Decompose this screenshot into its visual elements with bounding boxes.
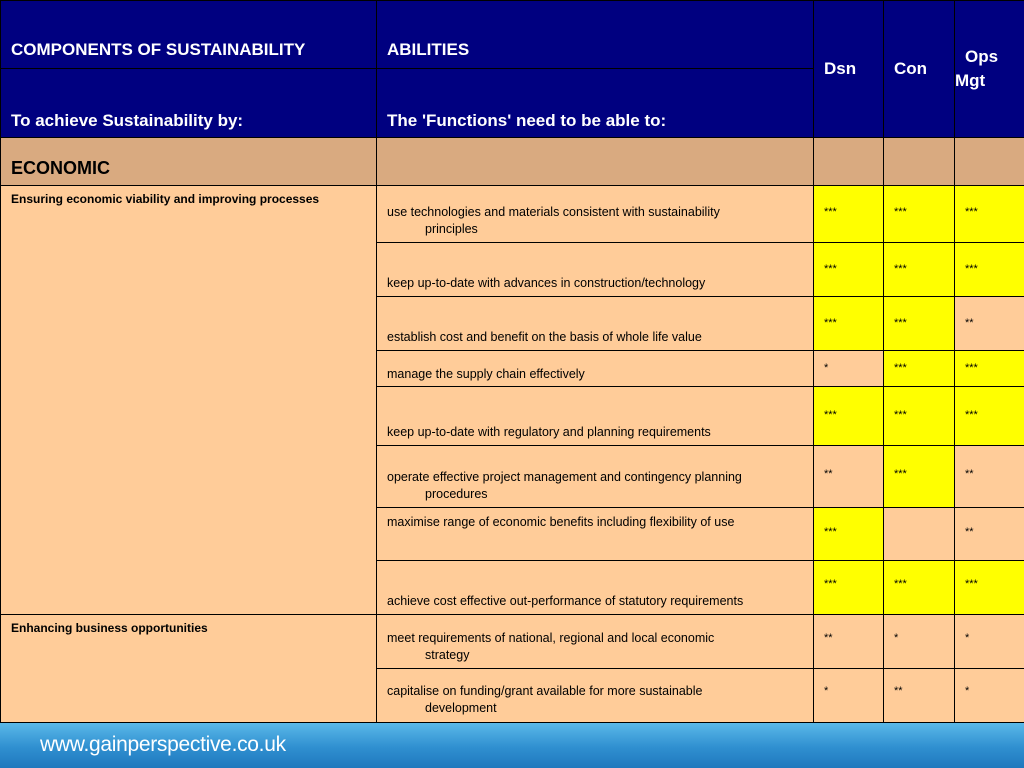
ability-text: manage the supply chain effectively xyxy=(387,367,585,381)
ability-cell: meet requirements of national, regional … xyxy=(376,614,814,669)
ability-text: establish cost and benefit on the basis … xyxy=(387,330,702,344)
header-con-label: Con xyxy=(894,59,928,78)
ability-cell: manage the supply chain effectively xyxy=(376,350,814,387)
header-abilities-label: ABILITIES xyxy=(387,40,470,59)
header-components-label: COMPONENTS OF SUSTAINABILITY xyxy=(11,40,306,59)
rating-ops: * xyxy=(954,614,1024,669)
ability-text: use technologies and materials consisten… xyxy=(387,205,720,219)
rating-con xyxy=(883,507,955,561)
rating-dsn: ** xyxy=(813,445,884,508)
header-achieve-label: To achieve Sustainability by: xyxy=(11,111,244,130)
rating-dsn: ** xyxy=(813,614,884,669)
rating-ops: *** xyxy=(954,350,1024,387)
rating-ops: ** xyxy=(954,507,1024,561)
ability-text: operate effective project management and… xyxy=(387,470,742,484)
ability-text-continued: strategy xyxy=(425,648,470,662)
rating-dsn: *** xyxy=(813,296,884,351)
rating-con: *** xyxy=(883,386,955,446)
ability-cell: achieve cost effective out-performance o… xyxy=(376,560,814,615)
rating-con: *** xyxy=(883,560,955,615)
rating-dsn: *** xyxy=(813,507,884,561)
rating-ops: *** xyxy=(954,386,1024,446)
rating-con: * xyxy=(883,614,955,669)
rating-con: *** xyxy=(883,242,955,297)
ability-cell: operate effective project management and… xyxy=(376,445,814,508)
section-empty-cell xyxy=(954,137,1024,186)
header-abilities-cell: ABILITIES xyxy=(376,0,814,69)
rating-dsn: * xyxy=(813,350,884,387)
header-achieve-cell: To achieve Sustainability by: xyxy=(0,68,377,138)
section-empty-cell xyxy=(376,137,814,186)
header-functions-label: The 'Functions' need to be able to: xyxy=(387,111,667,130)
ability-cell: keep up-to-date with regulatory and plan… xyxy=(376,386,814,446)
rating-dsn: *** xyxy=(813,560,884,615)
ability-cell: establish cost and benefit on the basis … xyxy=(376,296,814,351)
ability-text: maximise range of economic benefits incl… xyxy=(387,515,735,529)
table-row: establish cost and benefit on the basis … xyxy=(1,296,1024,351)
table-row: keep up-to-date with regulatory and plan… xyxy=(1,386,1024,446)
rating-dsn: *** xyxy=(813,242,884,297)
table-row: maximise range of economic benefits incl… xyxy=(1,507,1024,561)
rating-con: ** xyxy=(883,668,955,723)
header-mgt-label: Mgt xyxy=(955,71,986,90)
rating-con: *** xyxy=(883,445,955,508)
ability-text-continued: procedures xyxy=(425,487,488,501)
header-functions-cell: The 'Functions' need to be able to: xyxy=(376,68,814,138)
rating-ops: *** xyxy=(954,185,1024,243)
header-dsn-label: Dsn xyxy=(824,59,857,78)
ability-text: meet requirements of national, regional … xyxy=(387,631,715,645)
rating-dsn: *** xyxy=(813,185,884,243)
rating-dsn: *** xyxy=(813,386,884,446)
header-ops-label: Ops xyxy=(965,47,999,66)
ability-cell: use technologies and materials consisten… xyxy=(376,185,814,243)
rating-dsn: * xyxy=(813,668,884,723)
section-empty-cell xyxy=(813,137,884,186)
rating-ops: *** xyxy=(954,560,1024,615)
ability-cell: capitalise on funding/grant available fo… xyxy=(376,668,814,723)
table-row: keep up-to-date with advances in constru… xyxy=(1,242,1024,297)
sustainability-matrix-table: COMPONENTS OF SUSTAINABILITY ABILITIES D… xyxy=(0,0,1024,723)
table-row: Ensuring economic viability and improvin… xyxy=(0,185,1024,615)
header-ops-cell: Ops Mgt xyxy=(954,0,1024,138)
component-label: Enhancing business opportunities xyxy=(11,621,208,635)
component-label: Ensuring economic viability and improvin… xyxy=(11,192,320,206)
header-components-cell: COMPONENTS OF SUSTAINABILITY xyxy=(0,0,377,69)
table-row: operate effective project management and… xyxy=(1,445,1024,508)
rating-ops: *** xyxy=(954,242,1024,297)
ability-cell: keep up-to-date with advances in constru… xyxy=(376,242,814,297)
ability-text: capitalise on funding/grant available fo… xyxy=(387,684,703,698)
rating-ops: ** xyxy=(954,445,1024,508)
table-row: capitalise on funding/grant available fo… xyxy=(1,668,1024,723)
ability-text-continued: principles xyxy=(425,222,478,236)
ability-text: keep up-to-date with regulatory and plan… xyxy=(387,425,711,439)
header-con-cell: Con xyxy=(883,0,955,138)
rating-con: *** xyxy=(883,296,955,351)
section-economic-cell: ECONOMIC xyxy=(0,137,377,186)
header-dsn-cell: Dsn xyxy=(813,0,884,138)
ability-text: achieve cost effective out-performance o… xyxy=(387,594,744,608)
table-row: Enhancing business opportunities meet re… xyxy=(0,614,1024,723)
ability-cell: maximise range of economic benefits incl… xyxy=(376,507,814,561)
section-empty-cell xyxy=(883,137,955,186)
rating-ops: ** xyxy=(954,296,1024,351)
rating-con: *** xyxy=(883,350,955,387)
section-title: ECONOMIC xyxy=(11,158,110,178)
component-cell: Ensuring economic viability and improvin… xyxy=(0,185,377,615)
component-cell: Enhancing business opportunities xyxy=(0,614,377,723)
ability-text-continued: development xyxy=(425,701,497,715)
footer-bar: www.gainperspective.co.uk xyxy=(0,723,1024,768)
rating-con: *** xyxy=(883,185,955,243)
rating-ops: * xyxy=(954,668,1024,723)
ability-text: keep up-to-date with advances in constru… xyxy=(387,276,706,290)
footer-url[interactable]: www.gainperspective.co.uk xyxy=(40,733,286,756)
